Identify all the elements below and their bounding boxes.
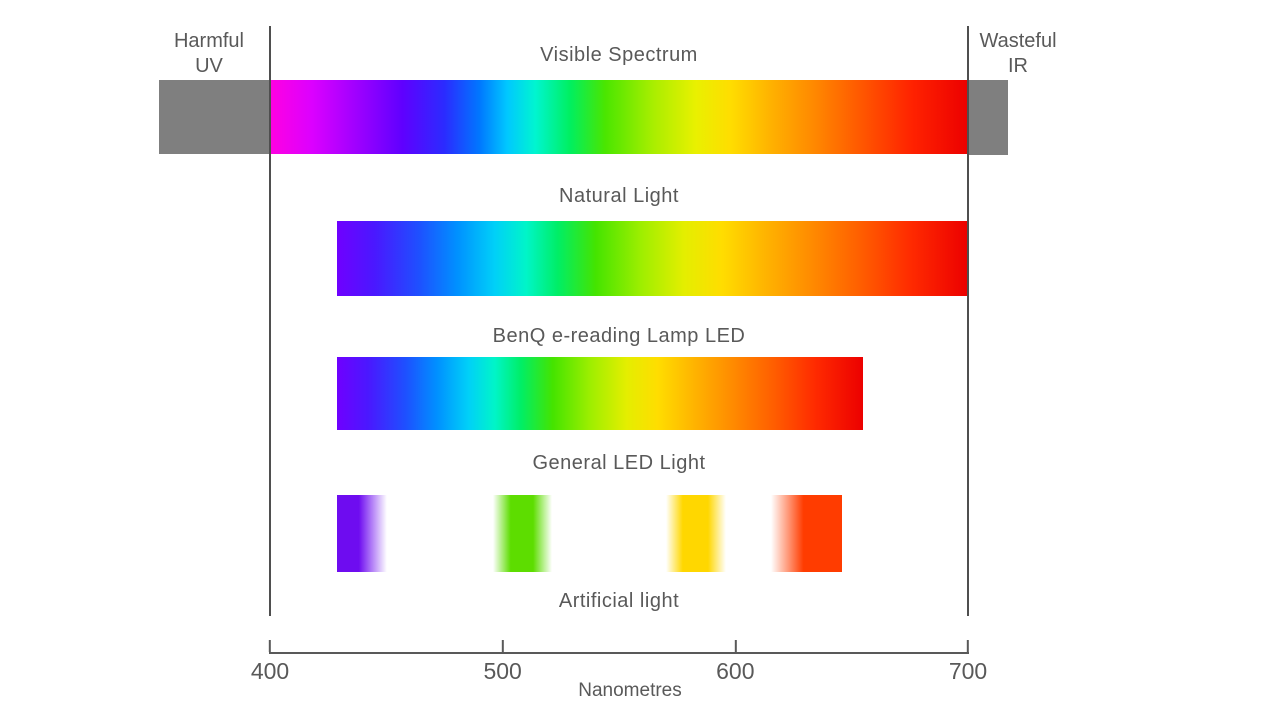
uv-region-block	[159, 80, 270, 154]
harmful-uv-label: Harmful UV	[174, 29, 244, 79]
tick-mark	[967, 640, 969, 652]
reference-line-400nm	[269, 26, 271, 616]
ir-region-block	[968, 80, 1008, 155]
tick-mark	[734, 640, 737, 652]
visible-spectrum-bar	[270, 80, 968, 154]
led-band-red	[767, 495, 843, 572]
general-led-caption: General LED Light	[532, 452, 706, 474]
wasteful-ir-line2: IR	[1008, 55, 1028, 77]
reference-line-700nm	[967, 26, 969, 616]
x-tick-700: 700	[949, 640, 987, 685]
natural-light-bar	[337, 221, 968, 296]
led-band-violet	[337, 495, 389, 572]
wasteful-ir-line1: Wasteful	[979, 30, 1057, 52]
led-band-yellow	[665, 495, 727, 572]
led-band-green	[493, 495, 552, 572]
benq-lamp-led-bar	[337, 357, 864, 430]
x-tick-500: 500	[483, 640, 522, 685]
harmful-uv-line1: Harmful	[173, 30, 245, 52]
benq-lamp-led-caption: BenQ e-reading Lamp LED	[492, 325, 746, 347]
tick-label-400: 400	[250, 658, 290, 684]
tick-mark	[501, 640, 504, 652]
visible-spectrum-caption: Visible Spectrum	[540, 44, 698, 66]
wasteful-ir-label: Wasteful IR	[979, 29, 1056, 79]
natural-light-caption: Natural Light	[559, 185, 679, 207]
tick-label-500: 500	[483, 658, 522, 684]
tick-label-600: 600	[716, 658, 755, 684]
x-tick-600: 600	[716, 640, 755, 685]
artificial-light-caption: Artificial light	[558, 590, 680, 612]
x-axis-line	[269, 652, 969, 654]
harmful-uv-line2: UV	[195, 55, 223, 77]
tick-label-700: 700	[948, 658, 988, 684]
x-axis-unit-label: Nanometres	[578, 680, 682, 701]
tick-mark	[269, 640, 271, 652]
x-tick-400: 400	[251, 640, 289, 685]
